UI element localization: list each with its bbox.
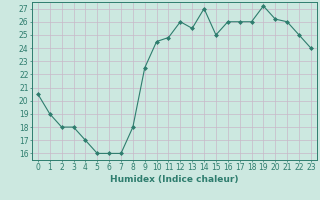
X-axis label: Humidex (Indice chaleur): Humidex (Indice chaleur) — [110, 175, 239, 184]
